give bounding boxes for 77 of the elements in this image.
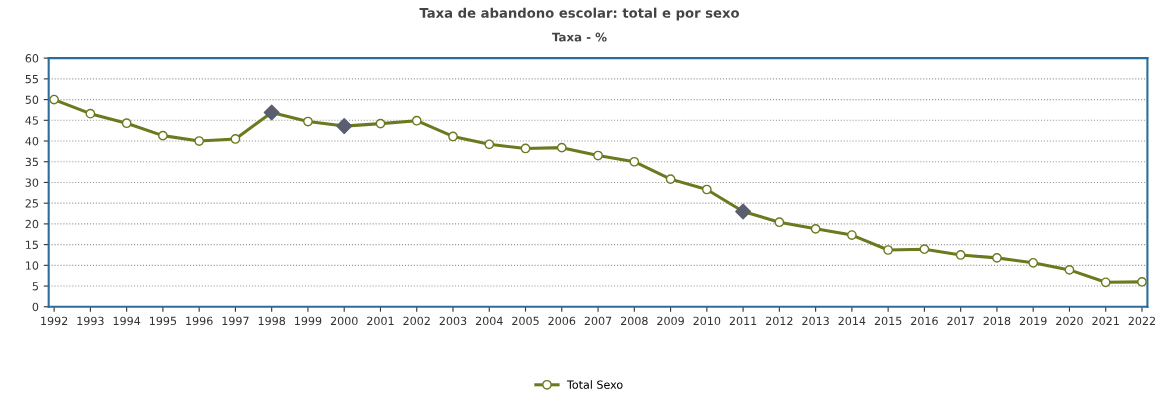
y-tick-label: 40 — [25, 136, 39, 146]
y-tick-label: 5 — [32, 282, 38, 291]
x-tick-label: 2013 — [802, 316, 829, 326]
chart-subtitle: Taxa - % — [552, 32, 607, 42]
point — [774, 217, 785, 228]
x-tick-label: 1995 — [149, 316, 177, 326]
point — [701, 184, 712, 195]
x-tick-label: 2003 — [439, 316, 467, 326]
x-tick-label: 2001 — [367, 316, 394, 326]
y-tick-label: 25 — [25, 199, 38, 208]
point — [230, 134, 241, 144]
x-tick-label: 2012 — [766, 316, 793, 326]
point — [1028, 257, 1039, 268]
x-tick-label: 2000 — [330, 316, 358, 326]
y-tick-label: 60 — [25, 54, 39, 63]
point — [411, 115, 422, 126]
point — [448, 131, 458, 142]
x-tick-label: 2021 — [1092, 316, 1119, 326]
x-tick-label: 2005 — [512, 316, 539, 326]
x-tick-label: 2018 — [983, 316, 1011, 326]
x-tick-label: 2011 — [729, 316, 757, 326]
point — [847, 230, 857, 240]
x-tick-label: 2006 — [548, 316, 576, 326]
point — [810, 224, 821, 234]
point — [593, 150, 603, 161]
point — [629, 156, 640, 167]
point — [484, 139, 495, 150]
x-tick-label: 1994 — [113, 316, 141, 326]
y-tick-label: 10 — [26, 261, 39, 270]
x-tick-label: 2010 — [693, 316, 721, 326]
x-tick-label: 1997 — [222, 316, 249, 326]
y-tick-label: 15 — [26, 240, 38, 249]
point — [919, 244, 930, 255]
y-tick-label: 50 — [25, 95, 39, 104]
x-tick-label: 2020 — [1056, 316, 1083, 326]
x-tick-label: 2017 — [947, 316, 974, 326]
x-tick-label: 2009 — [657, 316, 684, 326]
y-tick-label: 55 — [25, 74, 38, 84]
point — [375, 118, 386, 129]
x-tick-label: 2002 — [403, 316, 430, 326]
legend-label: Total Sexo — [566, 380, 623, 389]
point — [665, 174, 676, 185]
x-tick-label: 2016 — [911, 316, 938, 326]
point — [49, 94, 59, 105]
y-tick-label: 0 — [32, 302, 39, 312]
y-tick-label: 35 — [25, 157, 38, 167]
point — [158, 130, 168, 141]
x-tick-label: 2015 — [874, 316, 902, 326]
y-tick-label: 30 — [25, 178, 39, 187]
point — [194, 136, 205, 146]
x-tick-label: 2022 — [1128, 316, 1155, 326]
chart-title: Taxa de abandono escolar: total e por sexo — [419, 7, 739, 21]
x-tick-label: 1996 — [186, 316, 213, 326]
point — [336, 118, 353, 135]
point — [1064, 265, 1075, 275]
x-tick-label: 1998 — [258, 316, 286, 326]
y-tick-label: 45 — [25, 116, 38, 125]
x-tick-label: 2007 — [584, 316, 612, 326]
x-tick-label: 1993 — [77, 316, 104, 326]
point — [1137, 277, 1147, 287]
x-tick-label: 2008 — [620, 316, 648, 326]
x-tick-label: 1999 — [295, 316, 322, 326]
y-tick-label: 20 — [25, 219, 39, 229]
point — [955, 250, 966, 260]
x-tick-label: 2019 — [1019, 316, 1047, 326]
x-tick-label: 2014 — [838, 316, 866, 326]
x-tick-label: 2004 — [475, 316, 503, 326]
x-tick-label: 1992 — [41, 316, 68, 326]
point — [85, 108, 96, 119]
point — [735, 203, 752, 220]
point — [121, 118, 132, 129]
point — [520, 143, 531, 154]
point — [883, 245, 894, 255]
point — [1100, 277, 1111, 288]
point — [303, 116, 313, 127]
point — [556, 142, 567, 153]
point — [992, 253, 1002, 263]
